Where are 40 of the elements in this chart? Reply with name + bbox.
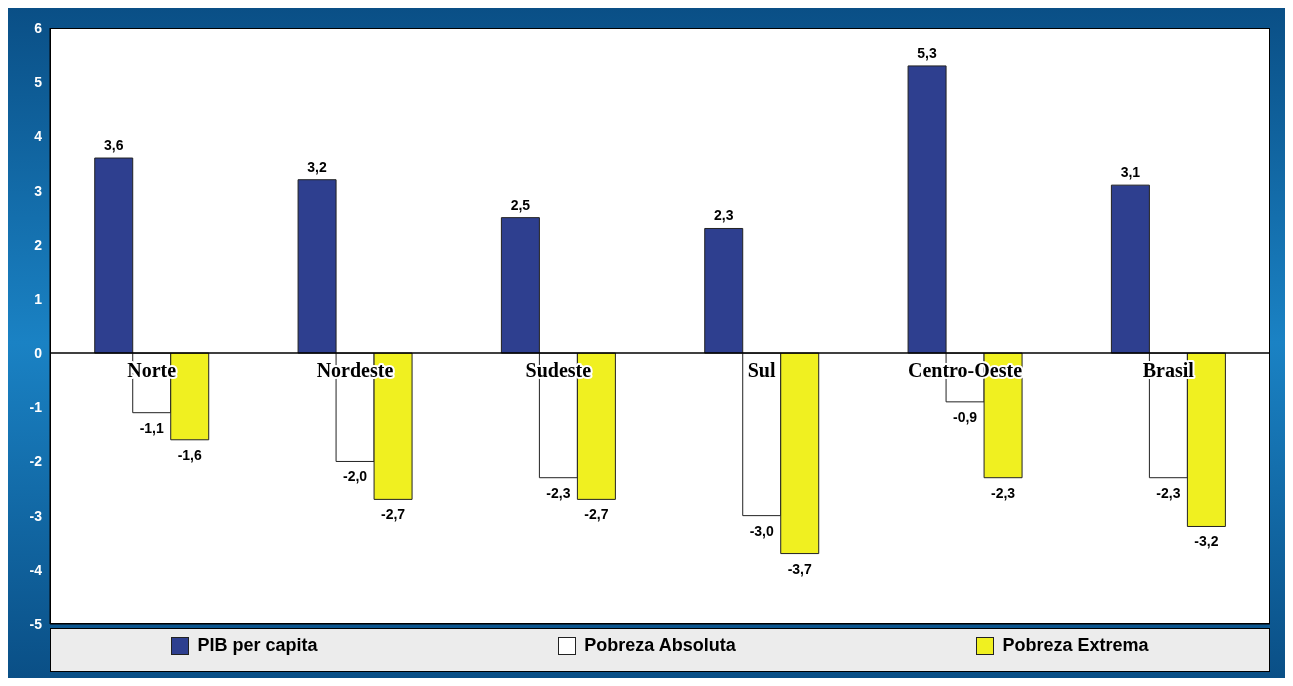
- data-label: -2,3: [1156, 484, 1181, 501]
- y-tick-label: -3: [29, 507, 43, 524]
- y-tick-label: 6: [34, 19, 43, 36]
- y-tick-label: 2: [34, 236, 43, 253]
- y-tick-label: 5: [34, 74, 43, 91]
- bar: [94, 157, 134, 354]
- bar: [297, 179, 337, 354]
- y-tick-label: -4: [29, 561, 43, 578]
- data-label: -3,7: [787, 560, 813, 577]
- data-label: -3,0: [749, 522, 775, 539]
- y-tick-label: 3: [34, 182, 43, 199]
- data-label: -2,7: [584, 506, 609, 523]
- data-label: -1,1: [139, 419, 165, 436]
- x-tick-label: Sul: [747, 359, 777, 382]
- data-label: -1,6: [177, 446, 203, 463]
- data-label: -0,9: [953, 408, 978, 425]
- y-tick-label: 0: [34, 345, 43, 362]
- y-tick-label: 1: [34, 290, 43, 307]
- y-tick-label: -2: [29, 453, 43, 470]
- data-label: -3,2: [1194, 533, 1219, 550]
- bar: [500, 217, 540, 354]
- data-label: -2,7: [381, 506, 406, 523]
- data-label: -2,0: [343, 468, 368, 485]
- legend-label: Pobreza Absoluta: [584, 635, 736, 656]
- data-label: 3,6: [104, 137, 124, 154]
- data-label: 2,3: [714, 207, 734, 224]
- data-label: 3,1: [1120, 164, 1141, 181]
- bar: [704, 227, 744, 354]
- data-label: -2,3: [991, 484, 1016, 501]
- y-tick-label: -1: [29, 399, 43, 416]
- data-label: 3,2: [307, 158, 328, 175]
- data-label: -2,3: [546, 484, 571, 501]
- y-tick-label: -5: [29, 615, 43, 632]
- data-label: 2,5: [510, 196, 531, 213]
- bar: [1110, 184, 1150, 354]
- legend-label: Pobreza Extrema: [1002, 635, 1149, 656]
- legend-label: PIB per capita: [197, 635, 318, 656]
- data-label: 5,3: [917, 44, 938, 61]
- y-tick-label: 4: [34, 128, 43, 145]
- bar: [907, 65, 947, 354]
